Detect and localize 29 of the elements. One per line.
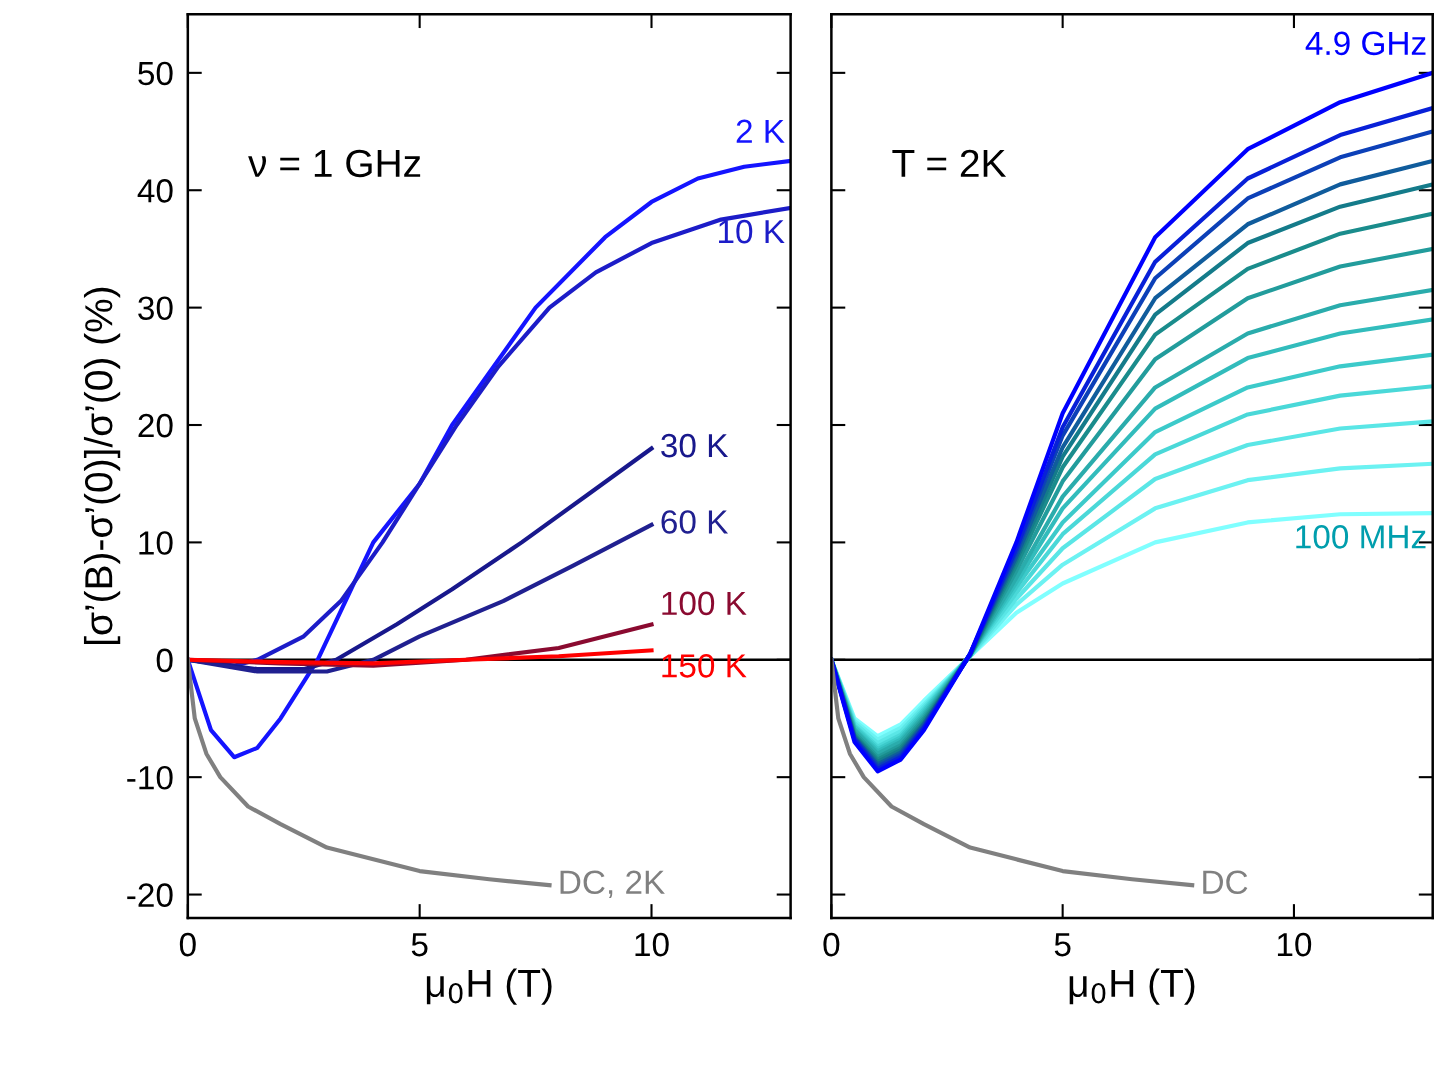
series-label: 100 K (662, 591, 747, 616)
series-label: 4.9 GHz (1305, 31, 1426, 56)
series-label: 100 MHz (1296, 525, 1426, 549)
x-tick-label: 10 (635, 932, 669, 957)
x-tick-label: 5 (1054, 933, 1071, 957)
y-axis-title: [σ’(B)-σ’(0)]/σ’(0) (%) (83, 287, 121, 645)
annotation: ν = 1 GHz (248, 149, 421, 178)
y-tick-label: -20 (127, 883, 173, 907)
annotation: T = 2K (892, 149, 1007, 177)
y-tick-label: 0 (156, 648, 173, 673)
y-tick-label: 20 (138, 413, 173, 438)
y-tick-label: 40 (137, 179, 173, 203)
series-label: 150 K (662, 654, 747, 678)
y-tick-label: -10 (127, 765, 173, 790)
x-axis-title: μ$_{0}$H (T) (426, 968, 552, 1005)
series-label: 2 K (736, 119, 785, 143)
x-axis-title: μ$_{0}$H (T) (1069, 968, 1195, 1005)
x-tick-label: 0 (179, 932, 196, 957)
y-tick-label: 30 (138, 296, 173, 321)
x-tick-label: 10 (1277, 932, 1312, 957)
y-tick-label: 10 (139, 531, 173, 555)
series-label: DC (1203, 870, 1248, 895)
x-tick-label: 0 (823, 932, 840, 957)
series-label: 60 K (661, 510, 729, 534)
series-label: 10 K (719, 219, 785, 244)
x-tick-label: 5 (411, 933, 428, 957)
series-label: 30 K (661, 433, 729, 458)
series-label: DC, 2K (560, 870, 665, 899)
y-tick-label: 50 (138, 61, 173, 86)
